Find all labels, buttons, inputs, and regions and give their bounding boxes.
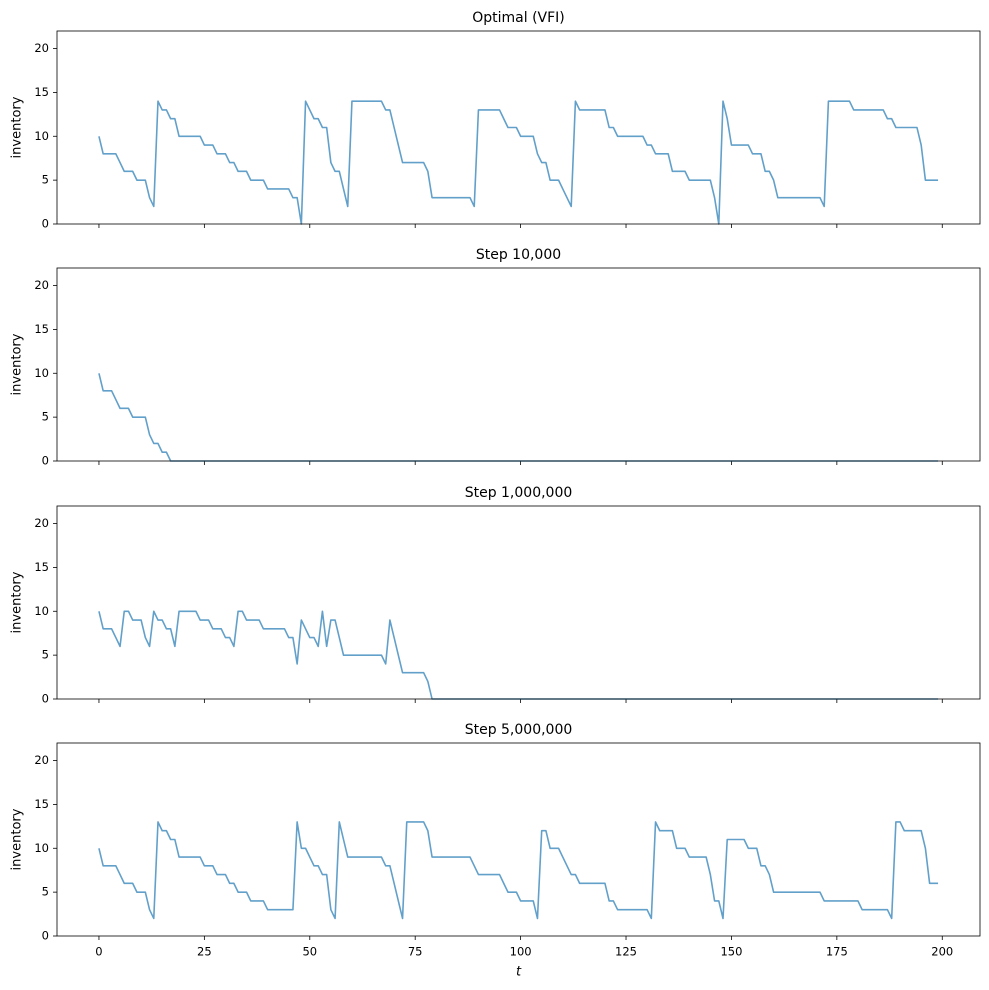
x-tick-label: 50 (302, 945, 317, 959)
y-tick-label: 20 (34, 41, 49, 55)
y-tick-label: 0 (42, 929, 49, 943)
x-tick-label: 100 (510, 945, 532, 959)
y-tick-label: 10 (34, 604, 49, 618)
axes-frame (56, 742, 981, 937)
panel-title: Optimal (VFI) (472, 10, 565, 26)
y-tick-label: 5 (42, 173, 49, 187)
y-tick-label: 10 (34, 129, 49, 143)
axes-frame (56, 267, 981, 462)
y-axis-label: inventory (10, 571, 25, 633)
x-tick-label: 150 (720, 945, 742, 959)
axes-frame (56, 30, 981, 225)
x-tick-label: 200 (931, 945, 953, 959)
inventory-line (98, 373, 939, 462)
x-tick-label: 0 (95, 945, 102, 959)
y-tick-label: 10 (34, 841, 49, 855)
y-tick-label: 5 (42, 410, 49, 424)
inventory-line (98, 610, 939, 700)
y-tick-label: 10 (34, 366, 49, 380)
y-tick-label: 15 (34, 797, 49, 811)
y-tick-label: 15 (34, 560, 49, 574)
y-tick-label: 20 (34, 753, 49, 767)
panel-title: Step 5,000,000 (465, 722, 573, 738)
y-tick-label: 0 (42, 217, 49, 231)
x-tick-label: 125 (615, 945, 637, 959)
y-tick-label: 15 (34, 322, 49, 336)
y-axis-label: inventory (10, 333, 25, 395)
y-tick-label: 0 (42, 454, 49, 468)
axes-frame (56, 505, 981, 700)
y-tick-label: 5 (42, 885, 49, 899)
x-tick-label: 75 (408, 945, 423, 959)
x-tick-label: 175 (826, 945, 848, 959)
y-tick-label: 0 (42, 692, 49, 706)
y-tick-label: 20 (34, 278, 49, 292)
y-tick-label: 15 (34, 85, 49, 99)
y-tick-label: 20 (34, 516, 49, 530)
x-axis-label: t (516, 965, 522, 980)
inventory-line (98, 100, 939, 225)
y-axis-label: inventory (10, 96, 25, 158)
panel-title: Step 10,000 (476, 247, 561, 263)
panel-title: Step 1,000,000 (465, 485, 573, 501)
x-tick-label: 25 (197, 945, 212, 959)
y-axis-label: inventory (10, 808, 25, 870)
inventory-line (98, 821, 939, 920)
y-tick-label: 5 (42, 648, 49, 662)
